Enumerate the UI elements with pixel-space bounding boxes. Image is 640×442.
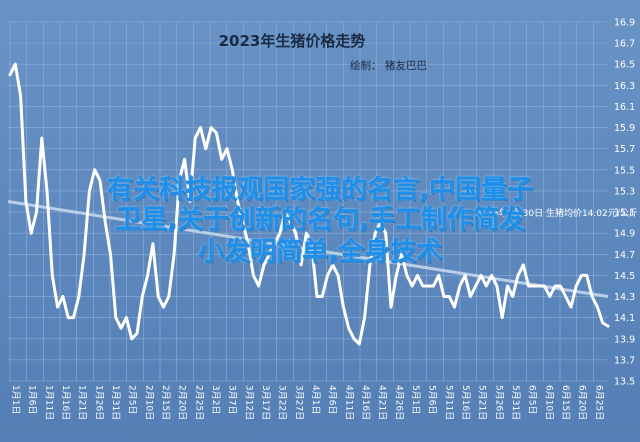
x-tick-label: 3月22日 [277, 385, 288, 420]
y-tick-label: 15.7 [614, 144, 635, 155]
x-tick-label: 4月26日 [393, 385, 404, 420]
y-tick-label: 16.1 [614, 102, 635, 113]
x-tick-label: 5月21日 [477, 385, 488, 420]
y-tick-label: 13.5 [614, 377, 635, 388]
y-tick-label: 13.7 [614, 355, 635, 366]
x-tick-label: 2月20日 [177, 385, 188, 420]
x-tick-label: 6月10日 [543, 385, 554, 420]
grid-layer [8, 21, 608, 382]
x-tick-label: 3月7日 [227, 385, 238, 414]
x-tick-label: 1月21日 [77, 385, 88, 420]
x-tick-label: 4月21日 [377, 385, 388, 420]
x-tick-label: 2月15日 [160, 385, 171, 420]
series-line-0 [8, 62, 610, 346]
y-tick-label: 15.1 [614, 208, 635, 219]
x-tick-label: 5月11日 [443, 385, 454, 420]
x-tick-label: 5月6日 [427, 385, 438, 414]
chart-title: 2023年生猪价格走势 [219, 32, 366, 50]
trend-layer [7, 200, 609, 299]
chart-subtitle: 绘制： 猪友巴巴 [350, 59, 427, 72]
x-tick-label: 2月25日 [193, 385, 204, 420]
series-layer [8, 62, 610, 346]
y-tick-label: 15.5 [614, 165, 635, 176]
y-tick-label: 14.7 [614, 250, 635, 261]
x-tick-label: 6月5日 [527, 385, 538, 414]
y-tick-label: 14.9 [614, 229, 635, 240]
trend-line [7, 200, 609, 299]
y-tick-label: 14.3 [614, 292, 635, 303]
x-tick-label: 6月15日 [560, 385, 571, 420]
y-tick-label: 16.3 [614, 81, 635, 92]
y-tick-label: 14.5 [614, 271, 635, 282]
y-tick-label: 16.5 [614, 60, 635, 71]
x-tick-label: 3月27日 [293, 385, 304, 420]
x-tick-label: 5月26日 [493, 385, 504, 420]
x-tick-label: 5月31日 [510, 385, 521, 420]
x-tick-label: 1月26日 [93, 385, 104, 420]
x-tick-label: 4月6日 [327, 385, 338, 414]
x-tick-label: 6月25日 [593, 385, 604, 420]
x-tick-label: 2月5日 [127, 385, 138, 414]
x-tick-label: 1月16日 [60, 385, 71, 420]
y-tick-label: 16.7 [614, 39, 635, 50]
x-tick-label: 3月12日 [243, 385, 254, 420]
x-tick-label: 5月1日 [410, 385, 421, 414]
x-tick-label: 1月31日 [110, 385, 121, 420]
x-tick-label: 3月2日 [210, 385, 221, 414]
y-tick-label: 15.9 [614, 123, 635, 134]
y-tick-label: 16.9 [614, 18, 635, 29]
x-tick-label: 6月20日 [577, 385, 588, 420]
y-tick-label: 14.1 [614, 313, 635, 324]
x-tick-label: 4月16日 [360, 385, 371, 420]
x-tick-label: 1月1日 [10, 385, 21, 414]
x-tick-label: 3月17日 [260, 385, 271, 420]
x-tick-label: 4月11日 [343, 385, 354, 420]
x-tick-label: 2月10日 [143, 385, 154, 420]
y-axis: 13.5 13.7 13.9 14.1 14.3 14.5 14.7 14.9 15.1 15.3… [614, 18, 635, 388]
x-tick-label: 1月6日 [27, 385, 38, 414]
x-tick-label: 5月16日 [460, 385, 471, 420]
x-axis: 1月1日 1月6日 1月11日 1月16日 1月21日 1月26日 1月31日 2月5日 2月1… [10, 385, 604, 420]
y-tick-label: 13.9 [614, 334, 635, 345]
y-tick-label: 15.3 [614, 186, 635, 197]
x-tick-label: 4月1日 [310, 385, 321, 414]
chart-annotation: 2023年6月30日 生猪均价14.02元/公斤 [476, 207, 638, 219]
x-tick-label: 1月11日 [43, 385, 54, 420]
